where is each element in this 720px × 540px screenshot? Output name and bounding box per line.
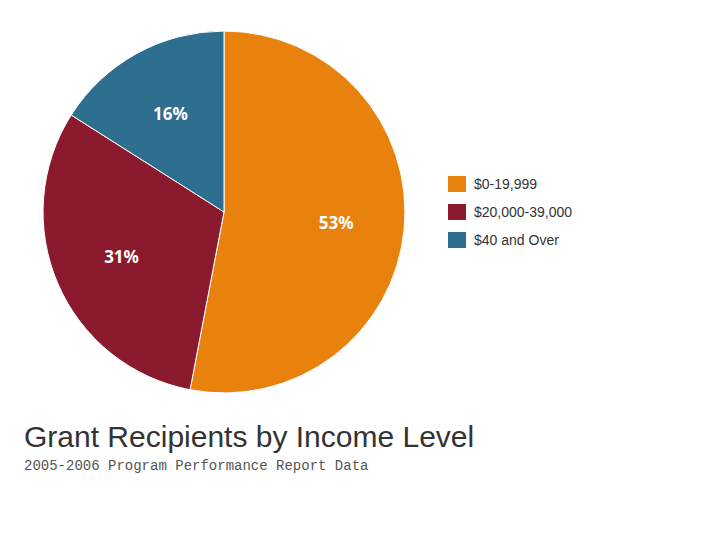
svg-text:31%: 31% xyxy=(104,244,139,267)
html-text:Grant Recipients by Income Lev: Grant Recipients by Income Level xyxy=(24,420,475,453)
html-text:$20,000-39,000: $20,000-39,000 xyxy=(474,204,573,220)
html-text:$0-19,999: $0-19,999 xyxy=(474,176,538,192)
html-text:$40 and Over: $40 and Over xyxy=(474,232,559,248)
html-text:2005-2006 Program Performance: 2005-2006 Program Performance Report Dat… xyxy=(24,458,369,474)
svg-text:16%: 16% xyxy=(153,102,188,125)
svg-text:53%: 53% xyxy=(319,210,354,233)
